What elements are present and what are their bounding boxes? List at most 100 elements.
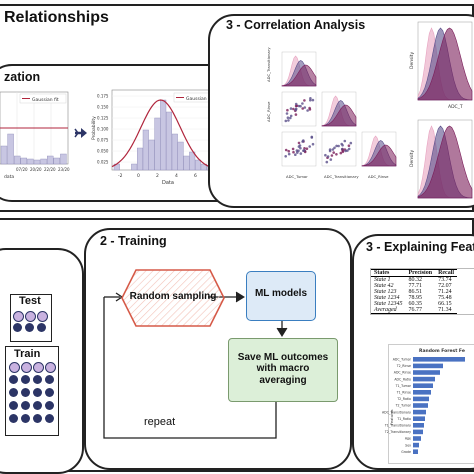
pair-scatter-point <box>330 154 334 157</box>
pair-scatter-point <box>344 149 347 153</box>
train-sample-circle <box>21 401 30 410</box>
metrics-cell: State 1234 <box>374 295 400 301</box>
train-sample-circle <box>9 375 18 384</box>
pair-density-magenta <box>321 104 357 127</box>
pair-scatter-point <box>297 141 301 145</box>
pair-scatter-point <box>309 97 312 100</box>
pair-scatter-point <box>299 104 302 108</box>
pair-scatter-point <box>337 144 340 148</box>
importance-bar <box>413 357 465 362</box>
hist1-tick-label: 22/20 <box>44 167 56 172</box>
pair-scatter-point <box>299 152 303 155</box>
density-top-ylabel: Density <box>409 52 415 69</box>
density-bottom-curve <box>417 125 473 199</box>
train-sample-circle <box>45 388 54 397</box>
importance-feature-label: Grade <box>401 450 411 454</box>
pair-scatter-point <box>302 149 306 152</box>
hist2-xtick-label: -2 <box>118 173 123 179</box>
hist1-bar <box>7 133 14 165</box>
train-sample-circle <box>9 401 18 410</box>
pair-scatter-point <box>331 148 335 151</box>
hist2-xlabel: Data <box>162 180 174 186</box>
training-panel <box>84 228 352 470</box>
importance-bar <box>413 429 423 435</box>
pair-scatter-point <box>303 106 307 109</box>
metrics-cell: State 1 <box>374 277 391 283</box>
importance-axis-label: Features <box>390 409 394 425</box>
importance-feature-label: T2_Ratio <box>396 397 411 401</box>
importance-bar <box>413 416 425 421</box>
train-sample-circle <box>33 375 42 384</box>
metrics-cell: 80.32 <box>408 277 423 283</box>
pair-scatter-point <box>286 116 290 119</box>
importance-feature-label: ADC_Rinse <box>394 371 411 375</box>
test-sample-circle <box>37 323 46 332</box>
random-sampling-shape <box>121 269 225 327</box>
pair-density-magenta <box>281 64 317 87</box>
pair-scatter-point <box>324 153 327 157</box>
pair-ylabel: ADC_Rinse <box>266 101 271 122</box>
metrics-cell: 71.34 <box>438 307 452 313</box>
density-top-xlabel: ADC_T <box>448 104 463 110</box>
importance-feature-label: T1_Tumor <box>395 384 412 388</box>
pair-scatter-point <box>301 140 304 143</box>
pair-cell-frame <box>281 131 317 167</box>
metrics-header-cell: States <box>374 270 390 276</box>
importance-bar <box>413 423 424 428</box>
metrics-cell: 75.48 <box>438 295 452 301</box>
pair-density-magenta <box>361 144 397 167</box>
metrics-table: States Precision Recall State 1 80.32 73.74 S… <box>371 269 458 314</box>
pair-xlabel: ADC_Transitionary <box>324 174 359 179</box>
hist2-bar <box>148 139 155 171</box>
save-outcomes-step <box>228 338 338 402</box>
importance-bar <box>413 436 421 441</box>
metrics-cell: 86.51 <box>408 289 423 295</box>
hist1-bar <box>0 145 8 165</box>
hist2-xtick-label: 6 <box>194 173 197 179</box>
test-label: Test <box>19 295 41 307</box>
pair-scatter-point <box>284 155 287 158</box>
importance-bar <box>413 363 443 369</box>
pair-scatter-point <box>308 106 311 110</box>
hist2-legend-label: Gaussian fit <box>186 96 213 102</box>
hist2-ytick-label: 0.025 <box>97 160 109 165</box>
transform-arrow-icon <box>74 126 88 140</box>
pair-scatter-point <box>341 144 344 147</box>
pair-scatter-point <box>308 145 311 148</box>
train-sample-circle <box>9 388 18 397</box>
hist1-bar <box>33 159 41 165</box>
train-sample-circle <box>45 401 54 410</box>
train-sample-circle <box>33 414 42 423</box>
pair-scatter-point <box>311 98 315 102</box>
pair-scatter-point <box>309 98 312 102</box>
metrics-cell: State 12345 <box>374 301 403 307</box>
hist2-ytick-label: 0.125 <box>97 116 109 121</box>
pair-cell-frame <box>321 131 357 167</box>
pair-scatter-point <box>347 144 351 147</box>
pair-scatter-point <box>347 147 351 151</box>
histogram-2: 0.175 0.150 0.125 0.100 0.075 0.050 0.025 Gauss… <box>91 84 224 188</box>
importance-bar <box>413 383 433 388</box>
train-sample-circle <box>21 375 30 384</box>
metrics-cell: 76.77 <box>408 307 423 313</box>
metrics-cell: 71.24 <box>438 289 452 295</box>
importance-feature-label: Sex <box>405 443 411 447</box>
pair-scatter-point <box>292 107 295 111</box>
metrics-header-cell: Recall <box>438 270 455 276</box>
importance-feature-label: T1_Transitionary <box>384 424 411 428</box>
pair-scatter-point <box>329 158 333 161</box>
hist2-bar <box>165 111 172 171</box>
hist1-bar <box>20 157 27 165</box>
metrics-cell: 60.35 <box>408 301 423 307</box>
hist2-xtick-label: 0 <box>137 173 140 179</box>
train-sample-circle <box>9 362 20 373</box>
hist1-bar <box>47 155 54 165</box>
metrics-row: State 42 77.71 72.07 <box>371 283 457 289</box>
pair-scatter-point <box>294 153 297 156</box>
hist1-xlabel: data <box>4 174 14 180</box>
pair-scatter-point <box>297 149 300 153</box>
hist1-bar <box>40 158 47 165</box>
hist1-legend-box <box>19 93 67 104</box>
density-bottom-ylabel: Density <box>409 150 415 167</box>
hist2-ytick-label: 0.100 <box>97 127 109 132</box>
